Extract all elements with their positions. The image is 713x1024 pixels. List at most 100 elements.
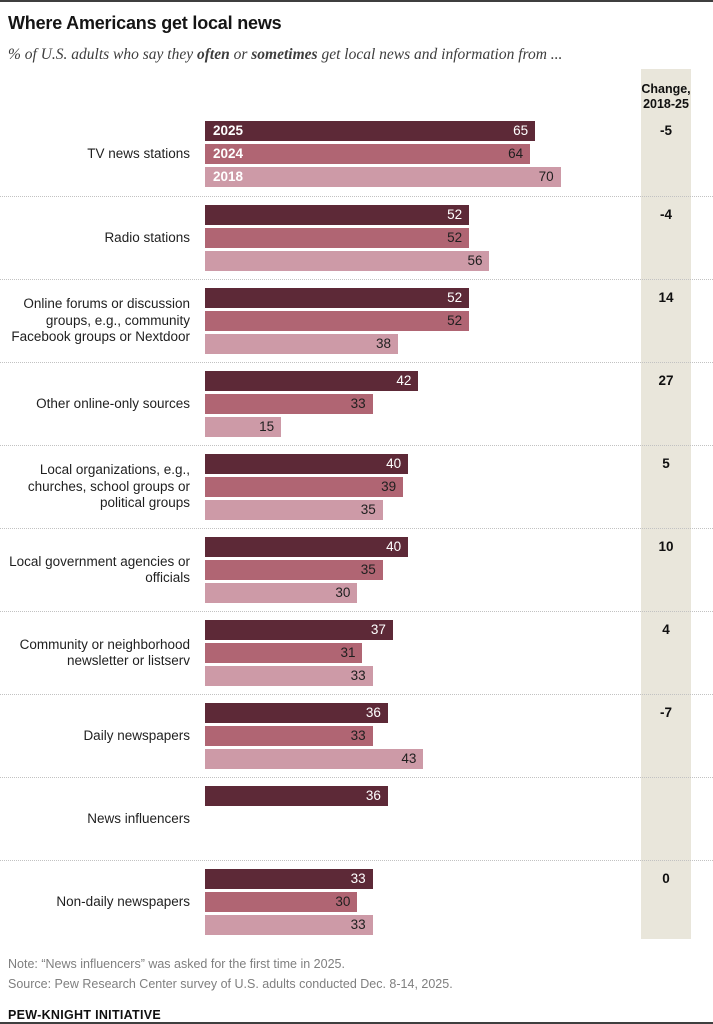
bar-slot-2025: 37 [205,620,713,640]
change-value [641,786,691,806]
bar-slot-2025: 36 [205,703,713,723]
bar-2025: 42 [205,371,419,391]
bar-value-label: 52 [447,290,463,305]
bar-slot-2018 [205,832,713,852]
bar-group: 40 39 35 [205,454,713,520]
bar-value-label: 56 [467,253,483,268]
bar-value-label: 52 [447,313,463,328]
bar-chart: Change, 2018-25 TV news stations 2025 65 20… [0,69,713,945]
bar-value-label: 33 [350,668,366,683]
bar-group-row: Other online-only sources 42 33 15 27 [0,362,713,445]
bar-slot-2018: 56 [205,251,713,271]
bar-value-label: 33 [350,917,366,932]
bar-group: 37 31 33 [205,620,713,686]
bar-2018: 30 [205,583,358,603]
bar-value-label: 33 [350,871,366,886]
bar-value-label: 40 [386,539,402,554]
bar-2024: 35 [205,560,383,580]
bar-slot-2025: 40 [205,454,713,474]
bar-value-label: 31 [340,645,356,660]
bar-value-label: 35 [360,502,376,517]
bar-value-label: 43 [401,751,417,766]
bar-group: 52 52 56 [205,205,713,271]
bar-slot-2024: 30 [205,892,713,912]
subtitle-mid: or [229,46,252,63]
bar-2024: 52 [205,228,470,248]
bar-value-label: 64 [508,146,524,161]
bar-value-label: 35 [360,562,376,577]
bar-value-label: 42 [396,373,412,388]
category-label: Online forums or discussion groups, e.g.… [11,296,190,345]
change-value: 10 [658,539,674,554]
bar-value-label: 33 [350,728,366,743]
bar-value-label: 38 [376,336,392,351]
source-text: Source: Pew Research Center survey of U.… [8,977,453,992]
bar-2018: 33 [205,915,373,935]
change-column-header: Change, 2018-25 [641,82,691,111]
change-column-background [641,69,691,939]
change-value: 0 [662,871,670,886]
bar-slot-2024: 31 [205,643,713,663]
bar-slot-2025: 52 [205,205,713,225]
bar-2018: 43 [205,749,424,769]
subtitle-suffix: get local news and information from ... [317,46,563,63]
bar-group-row: Daily newspapers 36 33 43 -7 [0,694,713,777]
bar-slot-2024: 35 [205,560,713,580]
bar-2024: 39 [205,477,404,497]
bar-group: 40 35 30 [205,537,713,603]
bar-value-label: 30 [335,585,351,600]
category-label: Daily newspapers [83,727,190,743]
bar-2025: 2025 65 [205,121,536,141]
bar-slot-2018: 2018 70 [205,167,713,187]
category-label: Non-daily newspapers [56,893,190,909]
bar-slot-2025: 42 [205,371,713,391]
bar-group: 52 52 38 [205,288,713,354]
bar-value-label: 52 [447,230,463,245]
series-year-label: 2018 [213,169,244,184]
bar-slot-2024: 52 [205,311,713,331]
category-label: News influencers [87,810,190,826]
subtitle-bold-sometimes: sometimes [251,46,318,63]
bar-slot-2018: 33 [205,666,713,686]
bar-group: 42 33 15 [205,371,713,437]
category-label: TV news stations [87,145,190,161]
change-value: 5 [662,456,670,471]
chart-subtitle: % of U.S. adults who say they often or s… [8,46,701,64]
change-value: -4 [659,207,672,222]
bar-group-row: TV news stations 2025 65 2024 64 2018 70 -5 [0,113,713,196]
bar-2018: 33 [205,666,373,686]
bar-group-row: Community or neighborhood newsletter or … [0,611,713,694]
bar-2025: 37 [205,620,393,640]
bar-slot-2025: 33 [205,869,713,889]
bar-value-label: 36 [365,788,381,803]
bar-value-label: 39 [381,479,397,494]
subtitle-bold-often: often [197,46,230,63]
bar-slot-2018: 30 [205,583,713,603]
bar-slot-2018: 35 [205,500,713,520]
series-year-label: 2024 [213,146,244,161]
bar-group: 2025 65 2024 64 2018 70 [205,121,713,187]
bar-group-row: Radio stations 52 52 56 -4 [0,196,713,279]
brand-text: PEW-KNIGHT INITIATIVE [8,1007,162,1022]
bar-2024: 33 [205,394,373,414]
change-value: 4 [662,622,670,637]
note-text: Note: “News influencers” was asked for t… [8,957,345,971]
bar-group-row: News influencers 36 [0,777,713,860]
bar-2018: 35 [205,500,383,520]
bar-2024: 33 [205,726,373,746]
bar-group-row: Local government agencies or officials 40… [0,528,713,611]
bar-2025: 36 [205,703,388,723]
bar-value-label: 30 [335,894,351,909]
bar-slot-2024 [205,809,713,829]
change-value: -5 [659,123,672,138]
category-label: Community or neighborhood newsletter or … [19,636,190,668]
change-value: -7 [659,705,672,720]
bar-slot-2025: 52 [205,288,713,308]
bar-slot-2024: 33 [205,726,713,746]
subtitle-prefix: % of U.S. adults who say they [8,46,197,63]
bar-slot-2018: 38 [205,334,713,354]
bar-group: 36 33 43 [205,703,713,769]
bar-slot-2024: 39 [205,477,713,497]
change-value: 27 [658,373,674,388]
category-label: Other online-only sources [36,395,190,411]
